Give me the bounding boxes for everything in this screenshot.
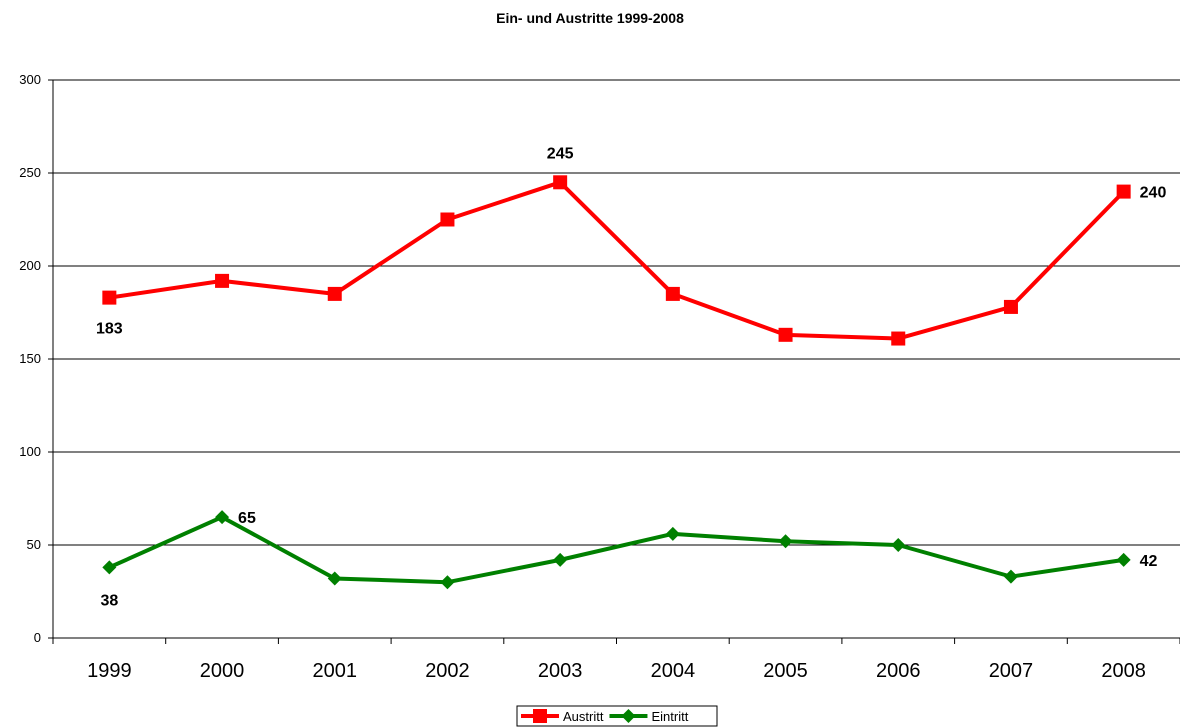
data-point-austritt xyxy=(665,286,680,301)
x-tick-label: 2006 xyxy=(876,660,921,682)
data-point-austritt xyxy=(778,327,793,342)
legend-label: Eintritt xyxy=(651,709,688,724)
data-point-austritt xyxy=(891,331,906,346)
data-point-eintritt xyxy=(553,552,568,567)
data-point-austritt xyxy=(102,290,117,305)
data-point-eintritt xyxy=(1116,552,1131,567)
data-label: 183 xyxy=(96,321,123,338)
data-point-eintritt xyxy=(440,575,455,590)
gridlines xyxy=(53,79,1180,546)
x-tick-label: 2008 xyxy=(1101,660,1146,682)
x-tick-label: 2004 xyxy=(651,660,696,682)
legend-marker xyxy=(533,709,547,723)
data-point-austritt xyxy=(1003,299,1018,314)
series xyxy=(102,175,1131,590)
data-label: 245 xyxy=(547,145,574,162)
y-tick-label: 200 xyxy=(19,258,41,273)
legend-marker xyxy=(621,709,636,723)
data-point-austritt xyxy=(553,175,568,190)
data-point-eintritt xyxy=(327,571,342,586)
chart-title: Ein- und Austritte 1999-2008 xyxy=(496,10,684,26)
y-tick-label: 50 xyxy=(27,537,41,552)
x-tick-label: 2002 xyxy=(425,660,470,682)
data-labels: 183 245 240 38 65 42 xyxy=(96,145,1166,609)
x-tick-label: 2001 xyxy=(313,660,358,682)
x-tick-label: 1999 xyxy=(87,660,132,682)
y-tick-label: 100 xyxy=(19,444,41,459)
data-point-austritt xyxy=(440,212,455,227)
data-point-austritt xyxy=(327,286,342,301)
x-tick-label: 2003 xyxy=(538,660,583,682)
x-tick-label: 2007 xyxy=(989,660,1034,682)
series-line-eintritt xyxy=(108,515,1124,585)
data-point-austritt xyxy=(1116,184,1131,199)
legend-label: Austritt xyxy=(563,709,604,724)
data-point-eintritt xyxy=(778,534,793,549)
data-label: 240 xyxy=(1140,185,1167,202)
data-label: 65 xyxy=(238,510,256,527)
legend: Austritt Eintritt xyxy=(516,705,718,727)
data-point-eintritt xyxy=(665,526,680,541)
data-point-austritt xyxy=(215,273,230,288)
data-point-eintritt xyxy=(215,510,230,525)
data-point-eintritt xyxy=(891,538,906,552)
y-tick-label: 150 xyxy=(19,351,41,366)
x-tick-label: 2005 xyxy=(763,660,808,682)
y-tick-label: 0 xyxy=(34,630,41,645)
data-label: 42 xyxy=(1140,553,1158,570)
y-tick-label: 300 xyxy=(19,72,41,87)
data-point-eintritt xyxy=(1003,569,1018,584)
data-point-eintritt xyxy=(102,560,117,575)
x-tick-label: 2000 xyxy=(200,660,245,682)
axes: 0 50 100 150 200 250 300 1999 2000 2001 2002 2003 20… xyxy=(19,72,1180,682)
data-label: 38 xyxy=(100,592,118,609)
y-tick-label: 250 xyxy=(19,165,41,180)
series-line-austritt xyxy=(109,180,1126,341)
